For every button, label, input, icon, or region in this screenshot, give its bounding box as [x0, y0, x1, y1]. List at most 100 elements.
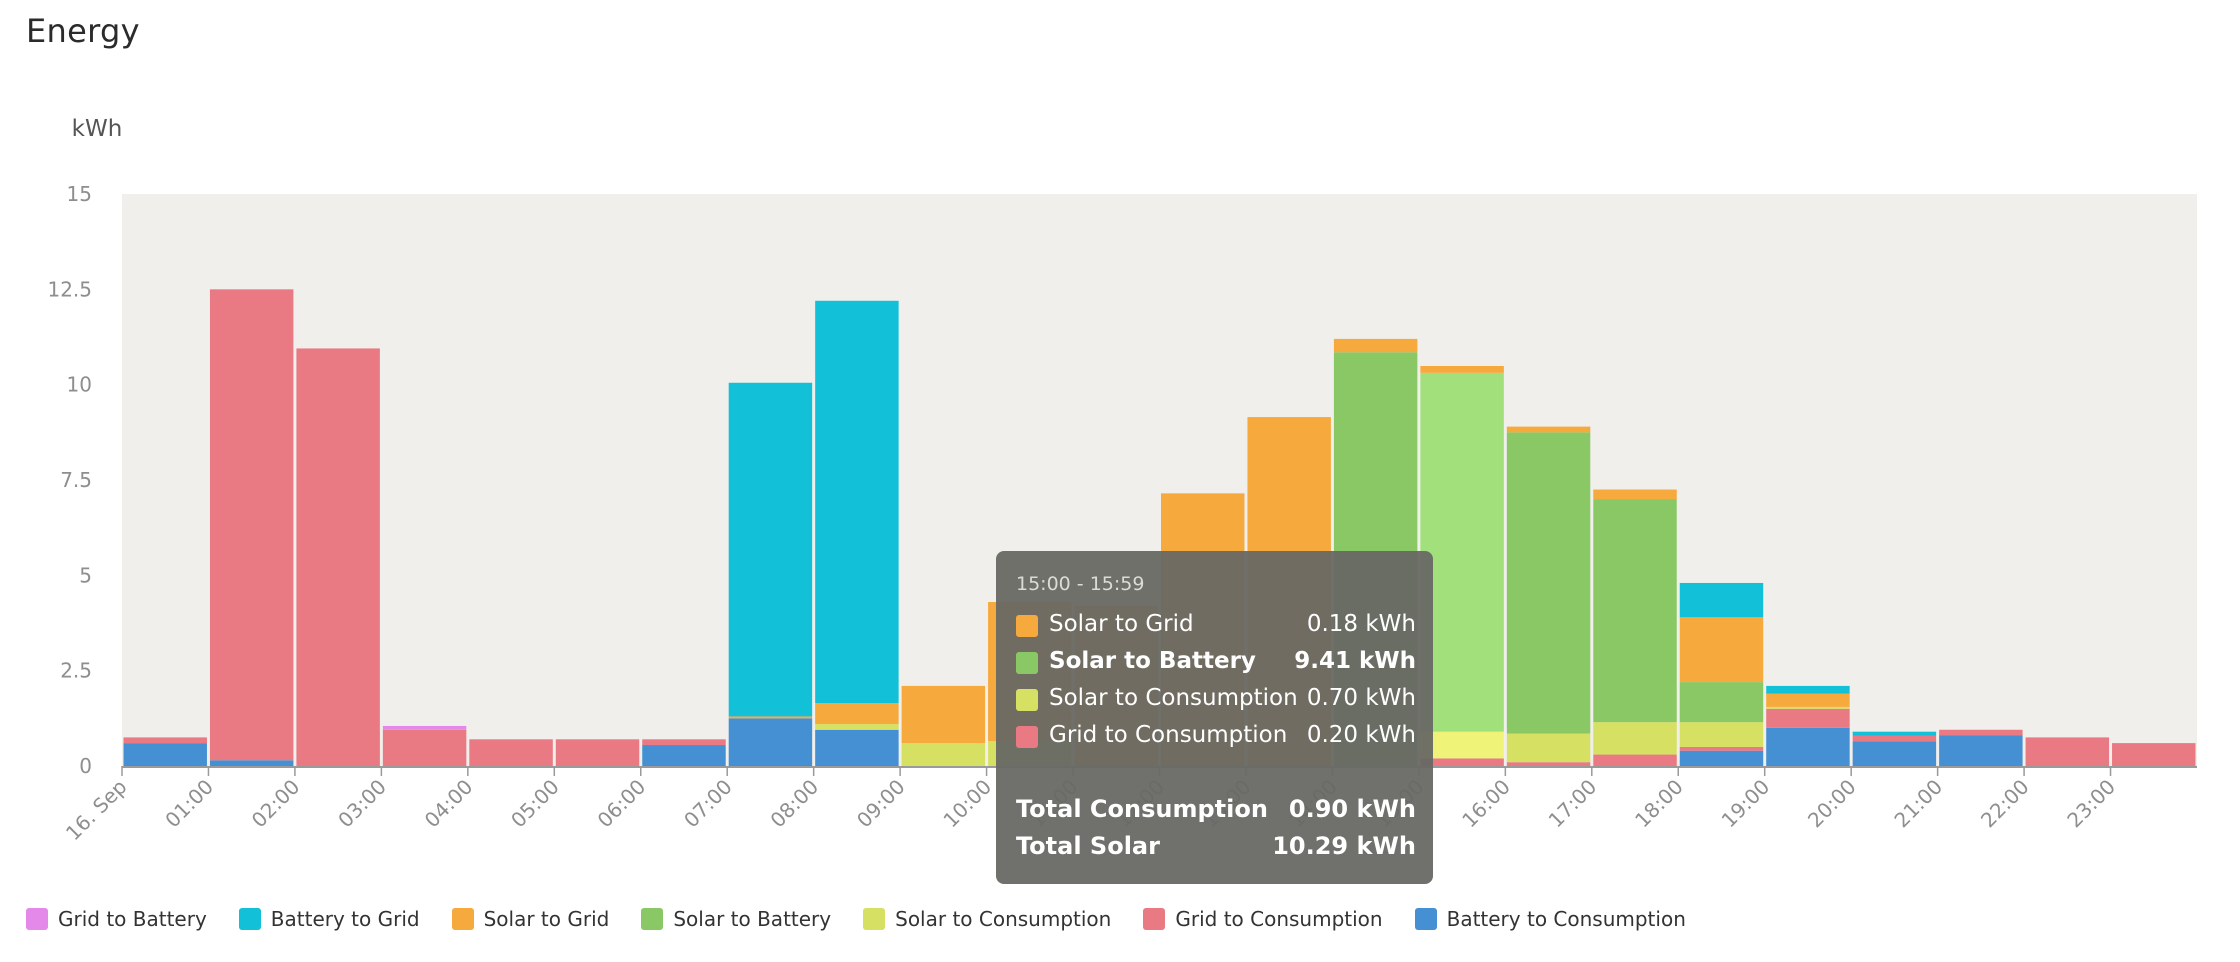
- bar-segment-solar-to-grid[interactable]: [1420, 365, 1504, 373]
- y-tick-label: 10: [67, 373, 92, 397]
- bar-segment-battery-to-consumption[interactable]: [815, 729, 899, 766]
- legend-item-grid-to-battery[interactable]: Grid to Battery: [26, 907, 207, 931]
- tooltip-row-label: Solar to Consumption: [1049, 685, 1298, 711]
- bar-segment-battery-to-grid[interactable]: [728, 382, 813, 717]
- x-tick-label: 01:00: [160, 775, 218, 833]
- bar-segment-grid-to-consumption[interactable]: [1679, 746, 1764, 751]
- x-tick-label: 03:00: [333, 775, 391, 833]
- bar-segment-battery-to-grid[interactable]: [1852, 731, 1937, 736]
- bar-segment-grid-to-consumption[interactable]: [209, 289, 294, 761]
- bar-segment-battery-to-consumption[interactable]: [123, 743, 207, 766]
- bar-segment-solar-to-grid[interactable]: [1333, 338, 1418, 353]
- bar-segment-grid-to-consumption[interactable]: [1939, 729, 2023, 736]
- bar-segment-solar-to-consumption[interactable]: [1766, 706, 1850, 709]
- bar-segment-solar-to-consumption[interactable]: [815, 724, 899, 730]
- bar-segment-solar-to-consumption[interactable]: [901, 743, 986, 766]
- legend-swatch: [238, 908, 261, 930]
- bar-segment-battery-to-grid[interactable]: [815, 300, 899, 704]
- bar-segment-battery-to-consumption[interactable]: [1852, 741, 1937, 766]
- bar-segment-grid-to-consumption[interactable]: [1766, 708, 1850, 728]
- legend-item-battery-to-grid[interactable]: Battery to Grid: [238, 907, 420, 931]
- bar-segment-solar-to-grid[interactable]: [815, 703, 899, 725]
- tooltip-row-solar-to-consumption: Solar to Consumption 0.70 kWh: [1016, 685, 1416, 715]
- bar-segment-solar-to-consumption[interactable]: [1593, 722, 1677, 755]
- tooltip-swatch: [1016, 615, 1038, 637]
- tooltip-row-grid-to-consumption: Grid to Consumption 0.20 kWh: [1016, 722, 1416, 752]
- bar-segment-grid-to-consumption[interactable]: [469, 739, 553, 766]
- bar-segment-battery-to-consumption[interactable]: [728, 718, 813, 766]
- bar-segment-battery-to-consumption[interactable]: [1679, 750, 1764, 766]
- legend-swatch: [641, 908, 664, 930]
- x-tick-label: 16:00: [1457, 775, 1515, 833]
- legend-item-grid-to-consumption[interactable]: Grid to Consumption: [1143, 907, 1383, 931]
- legend-swatch: [1414, 908, 1437, 930]
- bar-segment-solar-to-grid[interactable]: [1766, 693, 1850, 707]
- legend-item-solar-to-battery[interactable]: Solar to Battery: [641, 907, 831, 931]
- bar-segment-grid-to-consumption[interactable]: [2025, 737, 2110, 766]
- bar-segment-grid-to-consumption[interactable]: [2112, 743, 2196, 766]
- bar-segment-grid-to-consumption[interactable]: [1506, 762, 1591, 766]
- y-tick-label: 7.5: [60, 468, 92, 492]
- bar-segment-battery-to-consumption[interactable]: [1766, 727, 1850, 766]
- bar-segment-solar-to-consumption[interactable]: [1506, 733, 1591, 763]
- tooltip-swatch: [1016, 689, 1038, 711]
- legend-swatch: [451, 908, 474, 930]
- bar-segment-grid-to-consumption[interactable]: [555, 739, 640, 766]
- bar-segment-solar-to-consumption[interactable]: [1420, 731, 1504, 759]
- bar-segment-grid-to-battery[interactable]: [382, 725, 467, 730]
- x-tick-label: 23:00: [2062, 775, 2120, 833]
- tooltip-total-consumption: Total Consumption 0.90 kWh: [1016, 795, 1416, 825]
- bar-segment-solar-to-consumption[interactable]: [1679, 722, 1764, 747]
- bar-segment-battery-to-consumption[interactable]: [1939, 735, 2023, 766]
- legend-item-solar-to-grid[interactable]: Solar to Grid: [451, 907, 610, 931]
- bar-segment-solar-to-battery[interactable]: [1420, 372, 1504, 732]
- bar-segment-solar-to-battery[interactable]: [1593, 499, 1677, 723]
- bar-segment-battery-to-consumption[interactable]: [642, 745, 726, 766]
- bar-segment-grid-to-consumption[interactable]: [1852, 735, 1937, 742]
- bar-segment-battery-to-grid[interactable]: [1679, 582, 1764, 618]
- bar-segment-solar-to-grid[interactable]: [728, 716, 813, 719]
- bar-segment-grid-to-consumption[interactable]: [1420, 758, 1504, 766]
- tooltip-row-label: Solar to Grid: [1049, 611, 1194, 637]
- x-tick-label: 09:00: [852, 775, 910, 833]
- legend-item-battery-to-consumption[interactable]: Battery to Consumption: [1414, 907, 1686, 931]
- tooltip-row-solar-to-battery: Solar to Battery 9.41 kWh: [1016, 648, 1416, 678]
- bar-segment-grid-to-consumption[interactable]: [642, 739, 726, 746]
- bar-segment-solar-to-grid[interactable]: [1679, 617, 1764, 683]
- x-tick-label: 04:00: [420, 775, 478, 833]
- bar-segment-battery-to-grid[interactable]: [1766, 685, 1850, 694]
- tooltip-row-value: 9.41 kWh: [1294, 648, 1416, 674]
- bar-segment-battery-to-consumption[interactable]: [209, 760, 294, 766]
- legend-item-solar-to-consumption[interactable]: Solar to Consumption: [863, 907, 1111, 931]
- energy-chart: 0 2.5 5 7.5 10 12.5 15 16. Sep 01:00 02:00 03:00 0…: [47, 116, 2197, 846]
- page-title: Energy: [26, 12, 140, 50]
- tooltip-row-label: Grid to Consumption: [1049, 722, 1288, 748]
- tooltip-total-label: Total Solar: [1016, 832, 1160, 860]
- bar-segment-grid-to-consumption[interactable]: [296, 348, 380, 766]
- x-tick-label: 16. Sep: [61, 775, 132, 846]
- tooltip-time-range: 15:00 - 15:59: [1016, 573, 1145, 595]
- y-tick-label: 0: [79, 754, 92, 778]
- y-axis-ticks: 0 2.5 5 7.5 10 12.5 15: [47, 182, 92, 778]
- legend-label: Battery to Grid: [270, 907, 420, 931]
- x-tick-label: 18:00: [1630, 775, 1688, 833]
- bar-segment-solar-to-grid[interactable]: [901, 685, 986, 744]
- bar-segment-solar-to-grid[interactable]: [1593, 489, 1677, 500]
- tooltip-total-label: Total Consumption: [1016, 795, 1268, 823]
- legend-swatch: [863, 908, 886, 930]
- bar-segment-solar-to-grid[interactable]: [1506, 426, 1591, 433]
- bar-segment-grid-to-consumption[interactable]: [123, 737, 207, 744]
- hover-tooltip: 15:00 - 15:59 Solar to Grid 0.18 kWh Sol…: [996, 551, 1433, 884]
- y-tick-label: 12.5: [47, 277, 92, 301]
- bar-segment-solar-to-battery[interactable]: [1506, 432, 1591, 734]
- bar-segment-grid-to-consumption[interactable]: [382, 729, 467, 766]
- legend-label: Solar to Grid: [483, 907, 610, 931]
- tooltip-row-value: 0.18 kWh: [1306, 611, 1416, 637]
- y-tick-label: 15: [67, 182, 92, 206]
- legend-label: Solar to Consumption: [895, 907, 1112, 931]
- x-tick-label: 06:00: [593, 775, 651, 833]
- bar-segment-solar-to-battery[interactable]: [1679, 682, 1764, 723]
- tooltip-row-value: 0.70 kWh: [1306, 685, 1416, 711]
- bar-segment-grid-to-consumption[interactable]: [1593, 754, 1677, 766]
- tooltip-row-label: Solar to Battery: [1049, 648, 1256, 674]
